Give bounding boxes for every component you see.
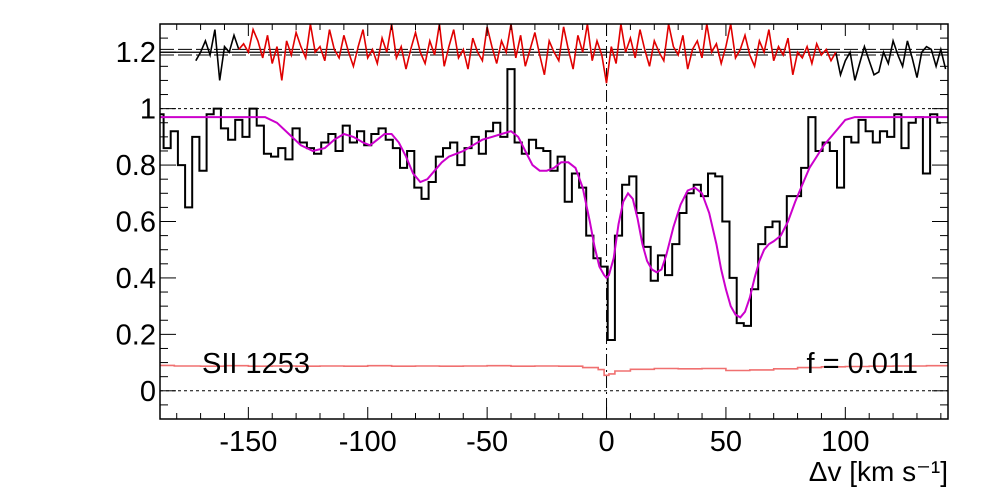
- series-layer: [160, 23, 948, 377]
- residual-right-segment: [835, 37, 947, 81]
- x-tick-label: 0: [598, 426, 614, 458]
- y-tick-label: 1.2: [116, 37, 156, 69]
- x-tick-label: -100: [339, 426, 397, 458]
- x-tick-label: -50: [466, 426, 508, 458]
- y-tick-label: 0: [140, 376, 156, 408]
- y-tick-label: 0.2: [116, 319, 156, 351]
- y-tick-label: 0.4: [116, 263, 156, 295]
- y-tick-label: 0.6: [116, 207, 156, 239]
- flux-spectrum: [160, 68, 941, 341]
- error-spectrum: [160, 364, 948, 377]
- y-axis: 0 0.2 0.4 0.6 0.8 1 1.2: [116, 23, 948, 420]
- x-axis: -150 -100 -50 0 50 100: [176, 24, 942, 458]
- line-label: SII 1253: [202, 348, 310, 380]
- residual-spectrum: [238, 23, 837, 84]
- x-axis-label: Δv [km s⁻¹]: [809, 456, 948, 487]
- model-fit: [160, 116, 948, 319]
- y-tick-label: 0.8: [116, 150, 156, 182]
- x-tick-label: 50: [710, 426, 742, 458]
- x-tick-label: 100: [821, 426, 869, 458]
- fraction-label: f = 0.011: [806, 348, 918, 380]
- y-tick-label: 1: [140, 94, 156, 126]
- x-tick-label: -150: [219, 426, 277, 458]
- residual-left-segment: [195, 29, 240, 81]
